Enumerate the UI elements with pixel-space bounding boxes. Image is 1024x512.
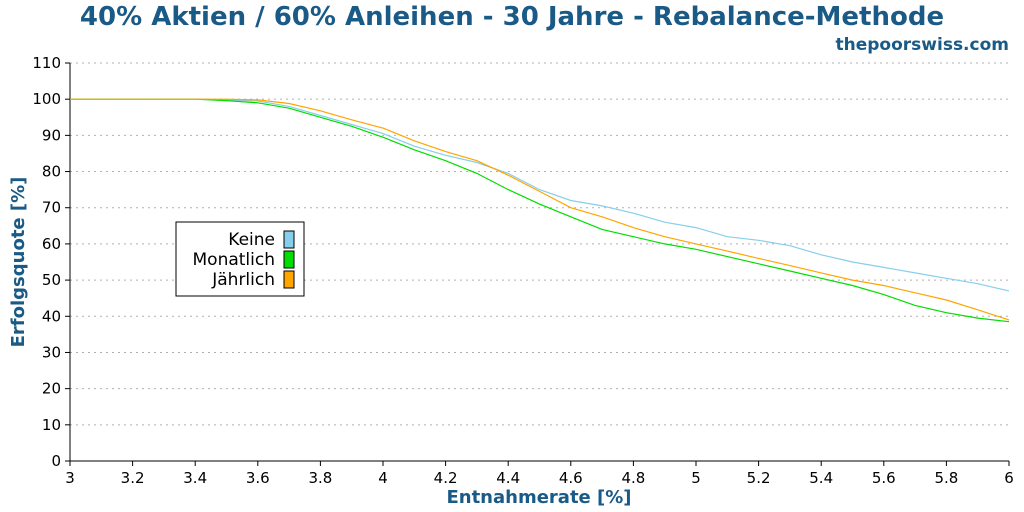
legend-label: Monatlich	[193, 250, 276, 270]
series-lines	[70, 98, 1010, 323]
legend-label: Keine	[228, 230, 275, 250]
x-tick-label: 5.2	[747, 469, 771, 487]
y-tick-label: 100	[32, 90, 61, 108]
series-line-keine	[70, 98, 1010, 292]
x-tick-label: 4	[378, 469, 388, 487]
y-tick-label: 90	[42, 126, 61, 144]
legend-swatch	[283, 270, 295, 289]
x-tick-label: 3.8	[308, 469, 332, 487]
x-tick-label: 4.2	[434, 469, 458, 487]
x-tick-label: 4.8	[621, 469, 645, 487]
x-tick-label: 4.6	[559, 469, 583, 487]
x-tick-label: 5.6	[872, 469, 896, 487]
y-tick-label: 110	[32, 54, 61, 72]
x-axis-ticks: 3 3.2 3.4 3.6 3.8 4 4.2 4.4 4.6 4.8 5 5.2 5.4 5.6 5.8 6	[65, 461, 1014, 487]
y-tick-label: 10	[42, 416, 61, 434]
y-tick-label: 60	[42, 235, 61, 253]
y-axis-ticks: 0 10 20 30 40 50 60 70 80 90 100 110	[32, 54, 70, 470]
x-tick-label: 3	[65, 469, 75, 487]
legend-swatch	[283, 250, 295, 269]
chart-subtitle: thepoorswiss.com	[836, 35, 1010, 55]
x-tick-label: 3.2	[121, 469, 145, 487]
y-tick-label: 70	[42, 199, 61, 217]
legend-label: Jährlich	[211, 270, 275, 290]
series-line-j-hrlich	[70, 98, 1010, 321]
x-tick-label: 5	[691, 469, 701, 487]
x-tick-label: 5.4	[809, 469, 833, 487]
x-tick-label: 4.4	[496, 469, 520, 487]
y-tick-label: 50	[42, 271, 61, 289]
x-axis-title: Entnahmerate [%]	[446, 487, 631, 508]
legend-swatch	[283, 230, 295, 249]
axes	[69, 63, 1009, 462]
x-tick-label: 3.6	[246, 469, 270, 487]
y-axis-title: Erfolgsquote [%]	[8, 177, 29, 348]
series-line-monatlich	[70, 98, 1010, 323]
y-tick-label: 20	[42, 380, 61, 398]
x-tick-label: 6	[1004, 469, 1014, 487]
y-tick-label: 30	[42, 343, 61, 361]
x-tick-label: 3.4	[183, 469, 207, 487]
y-tick-label: 0	[51, 452, 61, 470]
x-tick-label: 5.8	[934, 469, 958, 487]
chart-title: 40% Aktien / 60% Anleihen - 30 Jahre - R…	[80, 2, 944, 32]
y-tick-label: 80	[42, 163, 61, 181]
legend-box	[175, 221, 305, 297]
y-tick-label: 40	[42, 307, 61, 325]
